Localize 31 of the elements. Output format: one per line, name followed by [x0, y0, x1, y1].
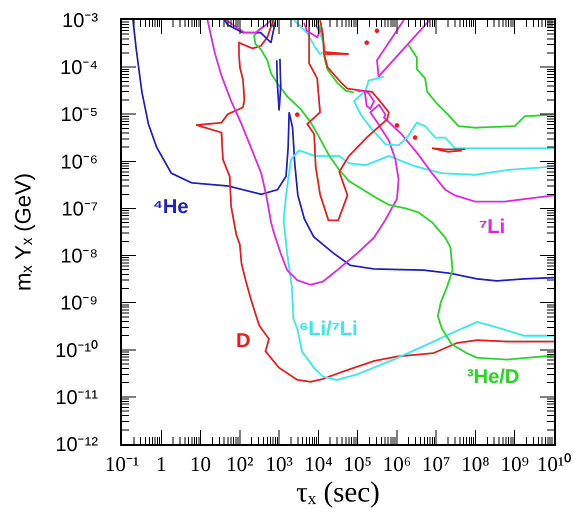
- x-tick-label: 10¹⁰: [536, 452, 572, 476]
- x-tick-label: 1: [156, 452, 167, 476]
- y-tick-label: 10⁻¹⁰: [55, 338, 98, 362]
- x-tick-label: 10³: [265, 452, 293, 476]
- y-tick-label: 10⁻⁵: [60, 104, 98, 126]
- y-tick-label: 10⁻¹²: [55, 434, 98, 456]
- y-axis-title: mₓ Yₓ (GeV): [10, 173, 36, 291]
- x-tick-label: 10⁻¹: [104, 452, 140, 476]
- x-tick-label: 10⁸: [461, 452, 490, 476]
- line-series: [276, 58, 282, 112]
- y-tick-label: 10⁻³: [62, 10, 98, 32]
- y-tick-label: 10⁻⁶: [60, 151, 98, 174]
- series-label: D: [236, 330, 250, 352]
- y-tick-label: 10⁻¹¹: [55, 386, 98, 409]
- line-series: [303, 22, 321, 38]
- x-tick-label: 10⁴: [304, 452, 333, 476]
- series-label: ⁶Li/⁷Li: [299, 318, 358, 340]
- x-tick-label: 10⁵: [343, 452, 372, 476]
- x-tick-label: 10²: [226, 452, 254, 476]
- y-tick-label: 10⁻⁴: [60, 57, 98, 80]
- y-tick-label: 10⁻⁹: [60, 292, 98, 315]
- series-label: ⁴He: [153, 196, 188, 218]
- y-tick-label: 10⁻⁸: [60, 246, 98, 268]
- x-axis-title: τₓ (sec): [296, 476, 380, 508]
- y-tick-label: 10⁻⁷: [62, 198, 98, 220]
- x-tick-label: 10⁹: [500, 452, 529, 476]
- series-label: ³He/D: [467, 366, 520, 388]
- x-tick-label: 10⁶: [382, 452, 412, 476]
- series-label: ⁷Li: [479, 216, 506, 238]
- x-tick-label: 10: [190, 452, 212, 476]
- x-tick-label: 10⁷: [422, 452, 450, 476]
